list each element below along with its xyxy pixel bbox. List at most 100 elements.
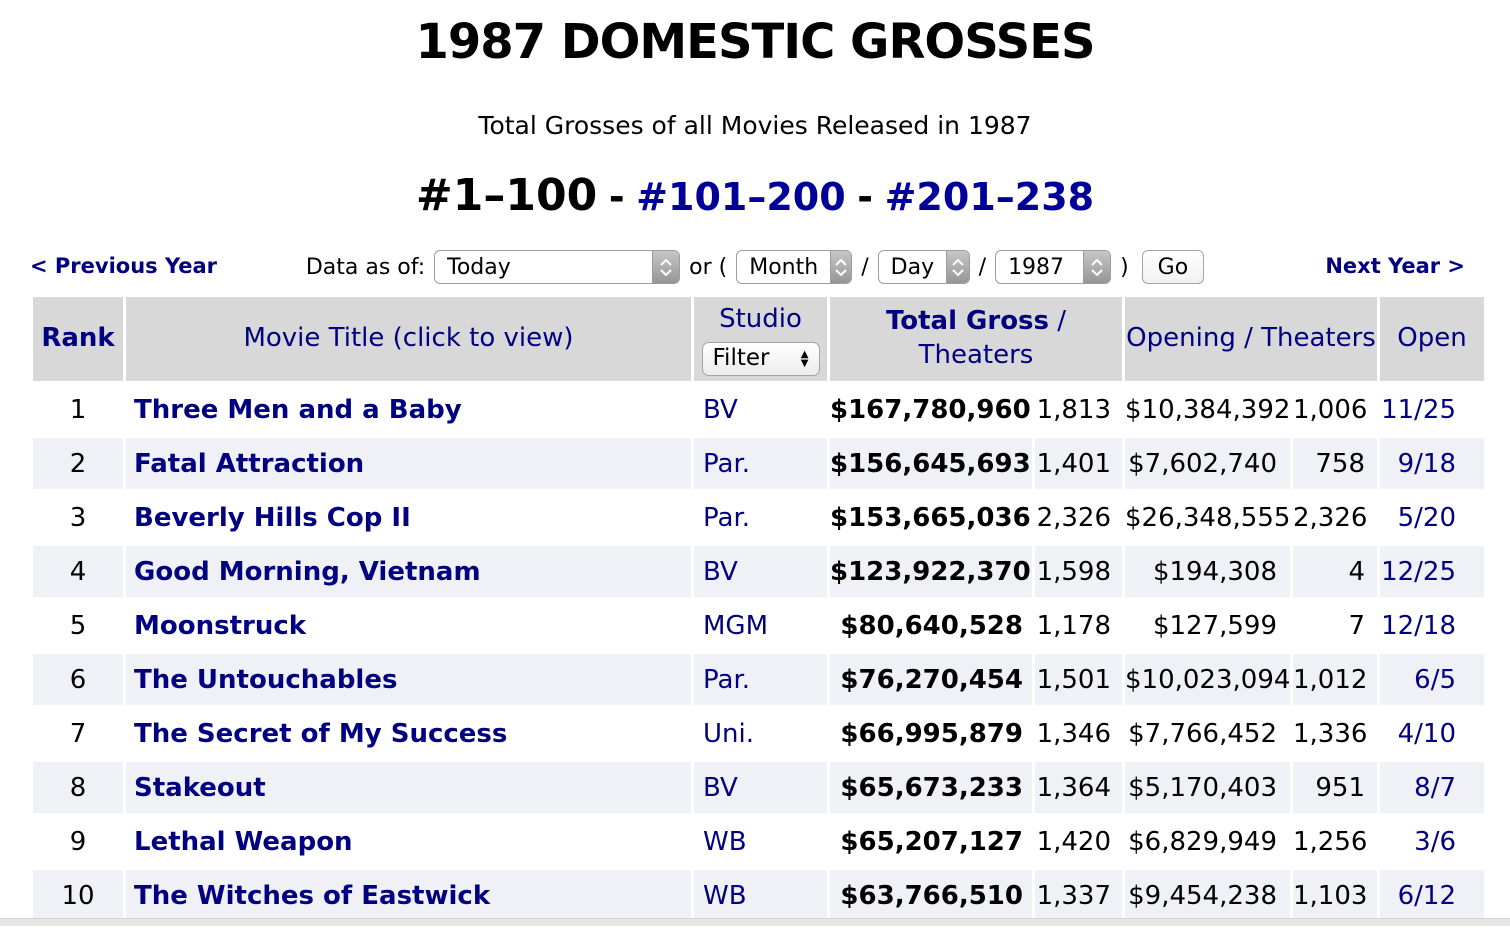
open-date-link[interactable]: 9/18	[1398, 449, 1456, 479]
studio-link[interactable]: Uni.	[703, 719, 754, 749]
opening-theaters-cell: 7	[1293, 600, 1377, 651]
opening-gross-cell: $9,454,238	[1125, 870, 1290, 921]
movie-title-cell: Stakeout	[126, 762, 691, 813]
data-as-of-controls: Data as of: Today or ( Month / Day	[30, 246, 1480, 288]
movie-title-cell: The Witches of Eastwick	[126, 870, 691, 921]
studio-cell: WB	[694, 816, 827, 867]
updown-arrows-icon: ▲▼	[801, 350, 809, 368]
month-selected-value: Month	[737, 251, 830, 283]
theaters-cell: 1,346	[1035, 708, 1122, 759]
movie-title-link[interactable]: Moonstruck	[134, 611, 306, 641]
header-movie-title[interactable]: Movie Title (click to view)	[126, 297, 691, 381]
open-date-link[interactable]: 3/6	[1414, 827, 1456, 857]
header-total-gross-slash: /	[1049, 306, 1066, 336]
total-gross-cell: $156,645,693	[830, 438, 1032, 489]
date-slash-text: /	[861, 255, 868, 280]
theaters-cell: 1,420	[1035, 816, 1122, 867]
studio-link[interactable]: WB	[703, 881, 747, 911]
opening-gross-cell: $6,829,949	[1125, 816, 1290, 867]
open-date-link[interactable]: 6/5	[1414, 665, 1456, 695]
year-select[interactable]: 1987	[995, 250, 1111, 284]
close-paren-text: )	[1120, 255, 1129, 280]
theaters-cell: 1,813	[1035, 384, 1122, 435]
studio-link[interactable]: WB	[703, 827, 747, 857]
theaters-cell: 1,501	[1035, 654, 1122, 705]
open-date-link[interactable]: 5/20	[1398, 503, 1456, 533]
studio-link[interactable]: BV	[703, 773, 738, 803]
open-date-cell: 12/25	[1380, 546, 1484, 597]
year-selected-value: 1987	[996, 251, 1083, 283]
studio-link[interactable]: Par.	[703, 503, 750, 533]
theaters-cell: 1,401	[1035, 438, 1122, 489]
date-slash-text: /	[979, 255, 986, 280]
rank-cell: 9	[33, 816, 123, 867]
movie-title-cell: The Untouchables	[126, 654, 691, 705]
movie-title-link[interactable]: The Secret of My Success	[134, 719, 507, 749]
opening-theaters-cell: 1,336	[1293, 708, 1377, 759]
go-button[interactable]: Go	[1142, 250, 1205, 284]
theaters-cell: 1,364	[1035, 762, 1122, 813]
opening-gross-cell: $26,348,555	[1125, 492, 1290, 543]
open-date-cell: 4/10	[1380, 708, 1484, 759]
pagination-separator: -	[851, 175, 879, 219]
month-select[interactable]: Month	[736, 250, 852, 284]
movie-title-link[interactable]: Lethal Weapon	[134, 827, 353, 857]
movie-title-cell: The Secret of My Success	[126, 708, 691, 759]
studio-link[interactable]: Par.	[703, 665, 750, 695]
movie-title-link[interactable]: Beverly Hills Cop II	[134, 503, 411, 533]
table-row: 4 Good Morning, Vietnam BV $123,922,370 …	[33, 546, 1484, 597]
pagination: #1–100 - #101–200 - #201–238	[0, 172, 1510, 220]
studio-link[interactable]: BV	[703, 395, 738, 425]
rank-cell: 4	[33, 546, 123, 597]
page-title: 1987 DOMESTIC GROSSES	[0, 16, 1510, 69]
rank-cell: 10	[33, 870, 123, 921]
movie-title-cell: Moonstruck	[126, 600, 691, 651]
open-date-link[interactable]: 8/7	[1414, 773, 1456, 803]
opening-gross-cell: $127,599	[1125, 600, 1290, 651]
header-opening-theaters[interactable]: Opening / Theaters	[1125, 297, 1377, 381]
movie-title-link[interactable]: The Witches of Eastwick	[134, 881, 490, 911]
movie-title-link[interactable]: Stakeout	[134, 773, 266, 803]
table-header-row: Rank Movie Title (click to view) Studio …	[33, 297, 1484, 381]
header-total-gross-theaters-line2: Theaters	[830, 339, 1122, 373]
next-year-link[interactable]: Next Year >	[1325, 254, 1465, 278]
pagination-link-101-200[interactable]: #101–200	[636, 175, 845, 219]
movie-title-link[interactable]: The Untouchables	[134, 665, 397, 695]
open-date-link[interactable]: 12/18	[1381, 611, 1456, 641]
table-row: 2 Fatal Attraction Par. $156,645,693 1,4…	[33, 438, 1484, 489]
studio-cell: WB	[694, 870, 827, 921]
previous-year-link[interactable]: < Previous Year	[30, 254, 217, 278]
theaters-cell: 1,337	[1035, 870, 1122, 921]
day-select[interactable]: Day	[878, 250, 970, 284]
total-gross-cell: $65,673,233	[830, 762, 1032, 813]
opening-theaters-cell: 1,103	[1293, 870, 1377, 921]
open-date-link[interactable]: 11/25	[1381, 395, 1456, 425]
total-gross-cell: $153,665,036	[830, 492, 1032, 543]
studio-filter-select[interactable]: Filter ▲▼	[702, 342, 820, 376]
movie-title-cell: Good Morning, Vietnam	[126, 546, 691, 597]
open-date-link[interactable]: 6/12	[1398, 881, 1456, 911]
header-total-gross-theaters[interactable]: Total Gross / Theaters	[830, 297, 1122, 381]
studio-link[interactable]: Par.	[703, 449, 750, 479]
pagination-link-201-238[interactable]: #201–238	[885, 175, 1094, 219]
table-row: 5 Moonstruck MGM $80,640,528 1,178 $127,…	[33, 600, 1484, 651]
rank-cell: 6	[33, 654, 123, 705]
table-row: 10 The Witches of Eastwick WB $63,766,51…	[33, 870, 1484, 921]
header-total-gross-bold: Total Gross	[886, 306, 1049, 336]
movie-title-link[interactable]: Good Morning, Vietnam	[134, 557, 481, 587]
opening-gross-cell: $10,023,094	[1125, 654, 1290, 705]
open-date-link[interactable]: 4/10	[1398, 719, 1456, 749]
studio-link[interactable]: MGM	[703, 611, 768, 641]
select-stepper-icon	[946, 251, 969, 283]
opening-theaters-cell: 1,012	[1293, 654, 1377, 705]
open-date-link[interactable]: 12/25	[1381, 557, 1456, 587]
total-gross-cell: $76,270,454	[830, 654, 1032, 705]
open-date-cell: 9/18	[1380, 438, 1484, 489]
header-open[interactable]: Open	[1380, 297, 1484, 381]
movie-title-link[interactable]: Three Men and a Baby	[134, 395, 462, 425]
theaters-cell: 1,598	[1035, 546, 1122, 597]
studio-link[interactable]: BV	[703, 557, 738, 587]
data-as-of-date-select[interactable]: Today	[434, 250, 680, 284]
movie-title-link[interactable]: Fatal Attraction	[134, 449, 364, 479]
opening-theaters-cell: 1,256	[1293, 816, 1377, 867]
